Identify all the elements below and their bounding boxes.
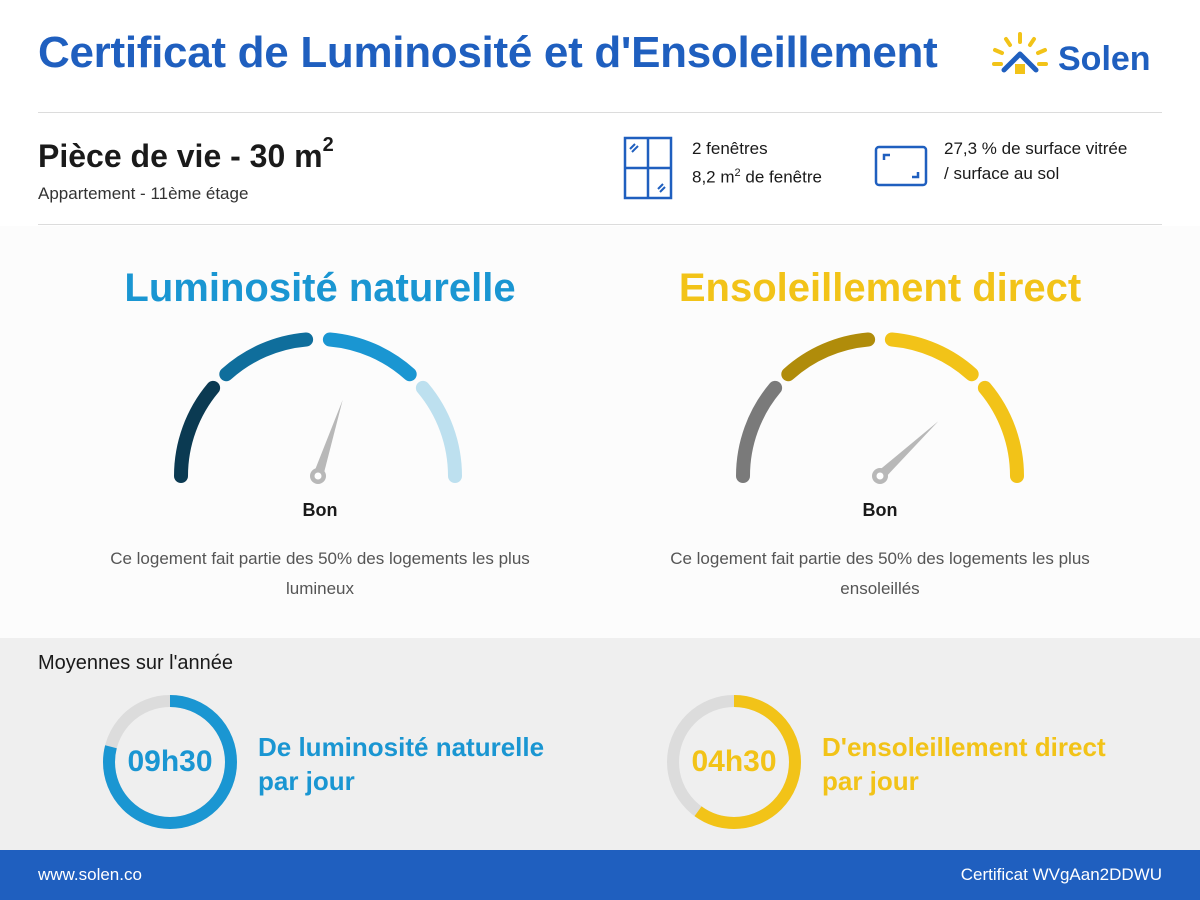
luminosity-gauge-needle [313, 399, 343, 478]
logo-text: Solen [1058, 40, 1151, 78]
windows-info: 2 fenêtres 8,2 m2 de fenêtre [622, 136, 822, 200]
luminosity-hours-label: De luminosité naturelle par jour [258, 730, 544, 798]
window-icon [623, 136, 673, 200]
page-title: Certificat de Luminosité et d'Ensoleille… [38, 28, 938, 77]
sunshine-gauge-needle [876, 421, 939, 480]
header: Certificat de Luminosité et d'Ensoleille… [0, 0, 1200, 112]
luminosity-hours-label-line2: par jour [258, 766, 355, 796]
sunshine-gauge-segment-1 [736, 380, 783, 483]
certificate-id: Certificat WVgAan2DDWU [960, 865, 1162, 884]
sunshine-hours: 04h30 [691, 745, 777, 778]
room-title-text: Pièce de vie - 30 m [38, 138, 323, 174]
windows-area-sup: 2 [734, 167, 741, 179]
sunshine-gauge-title: Ensoleillement direct [678, 266, 1082, 310]
sun-house-icon [992, 32, 1048, 74]
sunshine-rating: Bon [862, 500, 898, 520]
footer: www.solen.co Certificat WVgAan2DDWU [0, 850, 1200, 900]
luminosity-gauge [174, 332, 462, 484]
sunshine-hours-label-line1: D'ensoleillement direct [822, 732, 1106, 762]
glazing-ratio: 27,3 % de surface vitrée [944, 139, 1128, 158]
sunshine-gauge [736, 332, 1024, 484]
header-divider [38, 112, 1162, 113]
sunshine-gauge-segment-4 [977, 380, 1024, 483]
frame-icon [874, 145, 928, 187]
sunshine-gauge-segment-2 [781, 332, 876, 382]
sunshine-hours-label: D'ensoleillement direct par jour [822, 730, 1106, 798]
glazing-ratio-basis: / surface au sol [944, 164, 1060, 183]
room-subtitle: Appartement - 11ème étage [38, 184, 249, 203]
luminosity-hours: 09h30 [127, 745, 213, 778]
yearly-title: Moyennes sur l'année [38, 652, 234, 674]
solen-logo[interactable]: Solen [990, 30, 1170, 86]
windows-info-text: 2 fenêtres 8,2 m2 de fenêtre [692, 136, 822, 190]
sunshine-ring [667, 695, 801, 829]
info-divider [38, 224, 1162, 225]
website-link[interactable]: www.solen.co [38, 865, 142, 884]
sunshine-hours-label-line2: par jour [822, 766, 919, 796]
luminosity-description: Ce logement fait partie des 50% des loge… [110, 549, 530, 598]
glazing-info-text: 27,3 % de surface vitrée / surface au so… [944, 136, 1127, 186]
luminosity-gauge-segment-2 [219, 332, 314, 382]
yearly-averages-section: Moyennes sur l'année 09h30 De luminosité… [0, 638, 1200, 850]
sunshine-gauge-segment-3 [884, 332, 979, 382]
sunshine-gauge-pivot-center [876, 472, 884, 480]
windows-area: 8,2 m2 de fenêtre [692, 161, 822, 190]
luminosity-hours-label-line1: De luminosité naturelle [258, 732, 545, 762]
windows-area-suffix: de fenêtre [740, 167, 822, 187]
glazing-info: 27,3 % de surface vitrée / surface au so… [874, 136, 1127, 200]
windows-area-value: 8,2 m [692, 167, 735, 187]
room-title: Pièce de vie - 30 m2 [38, 134, 334, 175]
luminosity-gauge-segment-1 [174, 380, 221, 483]
luminosity-gauge-title: Luminosité naturelle [124, 266, 516, 310]
luminosity-gauge-segment-3 [322, 332, 417, 382]
luminosity-ring-progress [103, 695, 237, 829]
sunshine-ring-progress [667, 695, 801, 829]
sunshine-description: Ce logement fait partie des 50% des loge… [670, 549, 1090, 598]
room-title-sup: 2 [322, 134, 334, 156]
luminosity-gauge-pivot-center [314, 472, 322, 480]
luminosity-rating: Bon [302, 500, 338, 520]
luminosity-ring [103, 695, 237, 829]
gauges-section: Luminosité naturelle Bon Ce logement fai… [0, 226, 1200, 638]
luminosity-gauge-segment-4 [415, 380, 462, 483]
windows-count: 2 fenêtres [692, 139, 768, 158]
